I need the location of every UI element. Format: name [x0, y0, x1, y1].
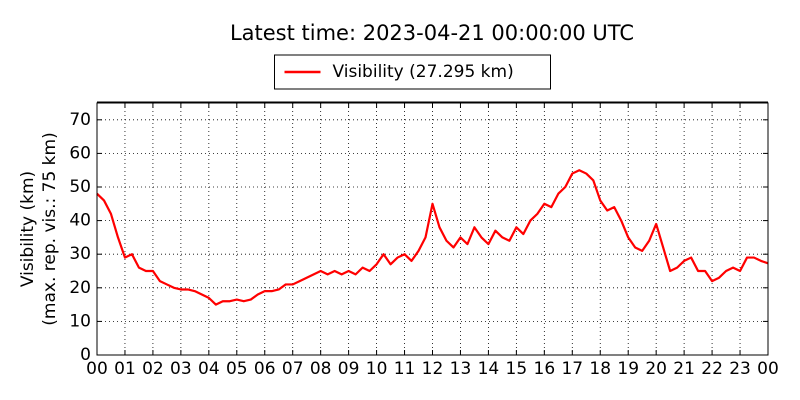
y-tick-label: 50	[69, 177, 91, 197]
y-axis-label: (max. rep. vis.: 75 km)	[40, 132, 60, 325]
x-tick-label: 22	[701, 359, 723, 379]
x-tick-label: 09	[338, 359, 360, 379]
x-tick-label: 02	[142, 359, 164, 379]
x-tick-label: 21	[673, 359, 695, 379]
y-tick-label: 60	[69, 143, 91, 163]
x-tick-label: 03	[170, 359, 192, 379]
y-tick-label: 30	[69, 244, 91, 264]
x-tick-label: 00	[757, 359, 779, 379]
y-axis-label: Visibility (km)	[18, 171, 38, 287]
x-tick-label: 08	[310, 359, 332, 379]
x-tick-label: 01	[114, 359, 136, 379]
y-tick-label: 70	[69, 110, 91, 130]
x-tick-label: 23	[729, 359, 751, 379]
x-tick-label: 15	[506, 359, 528, 379]
x-tick-label: 06	[254, 359, 276, 379]
x-tick-label: 20	[645, 359, 667, 379]
x-tick-label: 05	[226, 359, 248, 379]
chart-title: Latest time: 2023-04-21 00:00:00 UTC	[230, 21, 634, 45]
x-tick-label: 00	[86, 359, 108, 379]
x-tick-label: 12	[422, 359, 444, 379]
data-line	[96, 169, 769, 306]
y-tick-label: 20	[69, 278, 91, 298]
x-tick-label: 16	[534, 359, 556, 379]
legend-label: Visibility (27.295 km)	[333, 62, 514, 82]
x-tick-label: 11	[394, 359, 416, 379]
x-tick-label: 17	[561, 359, 583, 379]
x-tick-label: 04	[198, 359, 220, 379]
x-tick-label: 10	[366, 359, 388, 379]
x-tick-label: 14	[478, 359, 500, 379]
y-tick-label: 40	[69, 211, 91, 231]
y-tick-label: 0	[80, 345, 91, 365]
plot-frame	[96, 102, 769, 356]
x-tick-label: 07	[282, 359, 304, 379]
x-tick-label: 13	[450, 359, 472, 379]
x-tick-label: 18	[589, 359, 611, 379]
y-tick-label: 10	[69, 311, 91, 331]
x-tick-label: 19	[617, 359, 639, 379]
